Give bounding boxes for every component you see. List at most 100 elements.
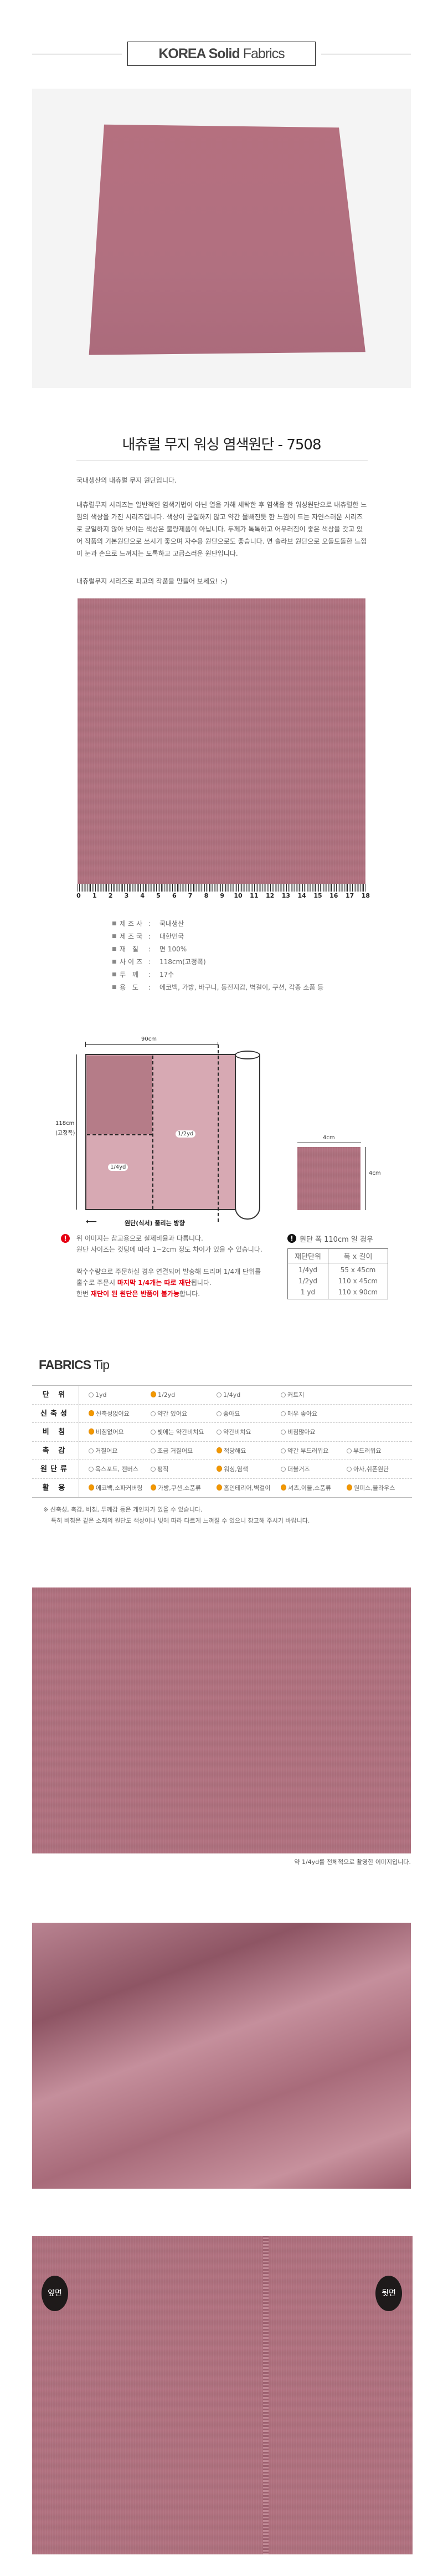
- brand-title-light: Fabrics: [243, 46, 285, 62]
- radio-empty-icon: [347, 1467, 352, 1472]
- fabric-photo-full: [32, 1587, 411, 1853]
- ruler-label: 4: [140, 892, 145, 899]
- tip-option-label: 워싱,염색: [224, 1466, 248, 1473]
- radio-checked-icon: [281, 1484, 286, 1491]
- radio-checked-icon: [347, 1484, 352, 1491]
- spec-key: 제조사: [120, 920, 145, 928]
- tip-option-label: 약간 부드러워요: [287, 1447, 329, 1455]
- tip-option-label: 조금 거칠어요: [157, 1447, 193, 1455]
- tip-option-label: 빛에는 약간비쳐요: [157, 1428, 204, 1436]
- height-sub-label: (고정폭): [55, 1130, 75, 1136]
- sample-swatch: [297, 1147, 360, 1210]
- radio-empty-icon: [217, 1430, 222, 1435]
- radio-checked-icon: [89, 1428, 94, 1435]
- cut-line: [152, 1056, 153, 1209]
- tip-option-label: 평직: [157, 1466, 169, 1473]
- unroll-direction-label: 원단(식서) 풀리는 방향: [125, 1220, 185, 1227]
- bullet-icon: ■: [112, 946, 117, 952]
- tip-note: ※ 신축성, 촉감, 비침, 두께감 등은 개인차가 있을 수 있습니다.: [43, 1506, 203, 1513]
- dimension-tick: [85, 1042, 86, 1047]
- tip-option-label: 1yd: [95, 1391, 107, 1399]
- quarter-yard-label: 1/4yd: [108, 1164, 128, 1171]
- ruler-label: 13: [281, 892, 291, 899]
- info-icon: !: [287, 1234, 296, 1243]
- folded-fabric-image: [89, 124, 365, 355]
- quarter-yard-dark: [87, 1056, 152, 1134]
- height-label: 118cm: [55, 1120, 75, 1126]
- fabric-photo-closeup: [32, 1923, 411, 2189]
- spec-value: 면 100%: [159, 945, 187, 953]
- bullet-icon: ■: [112, 985, 117, 990]
- tip-option: 신축성없어요: [89, 1405, 130, 1423]
- photo-caption: 약 1/4yd를 전체적으로 촬영한 이미지입니다.: [294, 1858, 411, 1866]
- cut-line: [87, 1134, 152, 1135]
- height-dimension-line: [76, 1054, 77, 1210]
- tip-row-label: 원단류: [40, 1465, 70, 1473]
- tip-option-label: 가방,쿠션,소품류: [158, 1484, 201, 1492]
- spec-value: 17수: [159, 971, 174, 979]
- spec-row: ■ 사이즈:118cm(고정폭): [112, 956, 206, 968]
- tip-option: 1/2yd: [151, 1386, 175, 1404]
- tip-option: 약간 부드러워요: [281, 1442, 328, 1460]
- tip-option: 약간비쳐요: [217, 1423, 251, 1441]
- tip-option-label: 부드러워요: [353, 1447, 382, 1455]
- ruler-label: 17: [345, 892, 354, 899]
- tip-option: 매우 좋아요: [281, 1405, 317, 1423]
- radio-empty-icon: [281, 1448, 286, 1453]
- tip-option: 조금 거칠어요: [151, 1442, 193, 1460]
- tip-option: 적당해요: [217, 1442, 246, 1460]
- radio-empty-icon: [151, 1411, 156, 1416]
- spec-value: 대한민국: [159, 933, 184, 940]
- tip-option: 워싱,염색: [217, 1460, 248, 1478]
- tip-row-label: 활 용: [42, 1483, 69, 1492]
- back-side-badge: 뒷면: [375, 2276, 402, 2311]
- bullet-icon: ■: [112, 934, 117, 939]
- ruler-label: 8: [204, 892, 209, 899]
- closing-text: 내츄럴무지 시리즈로 최고의 작품을 만들어 보세요! :-): [76, 577, 228, 585]
- tip-option: 가방,쿠션,소품류: [151, 1479, 201, 1497]
- spec-row: ■ 재 질: 면 100%: [112, 943, 187, 955]
- radio-checked-icon: [217, 1466, 222, 1472]
- spec-colon: :: [148, 984, 151, 991]
- tip-option: 1yd: [89, 1386, 107, 1404]
- bullet-icon: ■: [112, 921, 117, 926]
- tip-option: 부드러워요: [347, 1442, 382, 1460]
- sample-height-line: [365, 1147, 366, 1210]
- tip-row-label: 단 위: [42, 1391, 69, 1399]
- tip-option-label: 더블거즈: [287, 1466, 310, 1473]
- fabric-seam: [263, 2236, 269, 2554]
- arrow-left-icon: ⟵: [86, 1217, 97, 1226]
- note-highlight: 재단이 된 원단은 반품이 불가능: [90, 1290, 180, 1298]
- spec-colon: :: [148, 971, 151, 979]
- tip-option-label: 1/4yd: [223, 1391, 241, 1399]
- spec-row: ■ 두 께:17수: [112, 969, 174, 981]
- tip-row: 원단류 옥스포드, 캔버스 평직 워싱,염색 더블거즈 아사,쉬폰원단: [32, 1460, 412, 1479]
- tip-option-label: 아사,쉬폰원단: [353, 1466, 389, 1473]
- radio-empty-icon: [89, 1467, 94, 1472]
- tip-option: 커트지: [281, 1386, 304, 1404]
- tip-option: 평직: [151, 1460, 168, 1478]
- tip-option: 비침없어요: [89, 1423, 124, 1441]
- ruler-label: 16: [329, 892, 338, 899]
- tip-option: 셔츠,이불,소품류: [281, 1479, 331, 1497]
- table-header: 재단단위: [287, 1248, 329, 1263]
- tip-option: 비침많아요: [281, 1423, 316, 1441]
- tip-option-label: 적당해요: [224, 1447, 246, 1455]
- radio-checked-icon: [89, 1410, 94, 1416]
- radio-checked-icon: [217, 1447, 222, 1453]
- radio-checked-icon: [151, 1484, 156, 1491]
- tip-option-label: 신축성없어요: [96, 1410, 130, 1417]
- ruler-ticks: [78, 884, 367, 892]
- note-line: 한번 재단이 된 원단은 반품이 불가능합니다.: [76, 1288, 200, 1299]
- tip-row: 단 위 1yd 1/2yd 1/4yd 커트지: [32, 1386, 412, 1405]
- tip-option-label: 약간 있어요: [157, 1410, 188, 1417]
- tip-row-label: 비 침: [42, 1428, 69, 1436]
- tip-option-label: 셔츠,이불,소품류: [288, 1484, 331, 1492]
- tip-row-label: 신축성: [40, 1409, 70, 1418]
- ruler-label: 9: [220, 892, 225, 899]
- note-line: 짝수수량으로 주문하실 경우 연결되어 발송해 드리며 1/4개 단위를: [76, 1268, 261, 1276]
- note-text: 한번: [76, 1290, 91, 1298]
- tip-option: 홈인테리어,벽걸이: [217, 1479, 270, 1497]
- note-highlight: 마지막 1/4개는 따로 재단: [117, 1279, 191, 1287]
- tip-option-label: 비침많아요: [287, 1428, 316, 1436]
